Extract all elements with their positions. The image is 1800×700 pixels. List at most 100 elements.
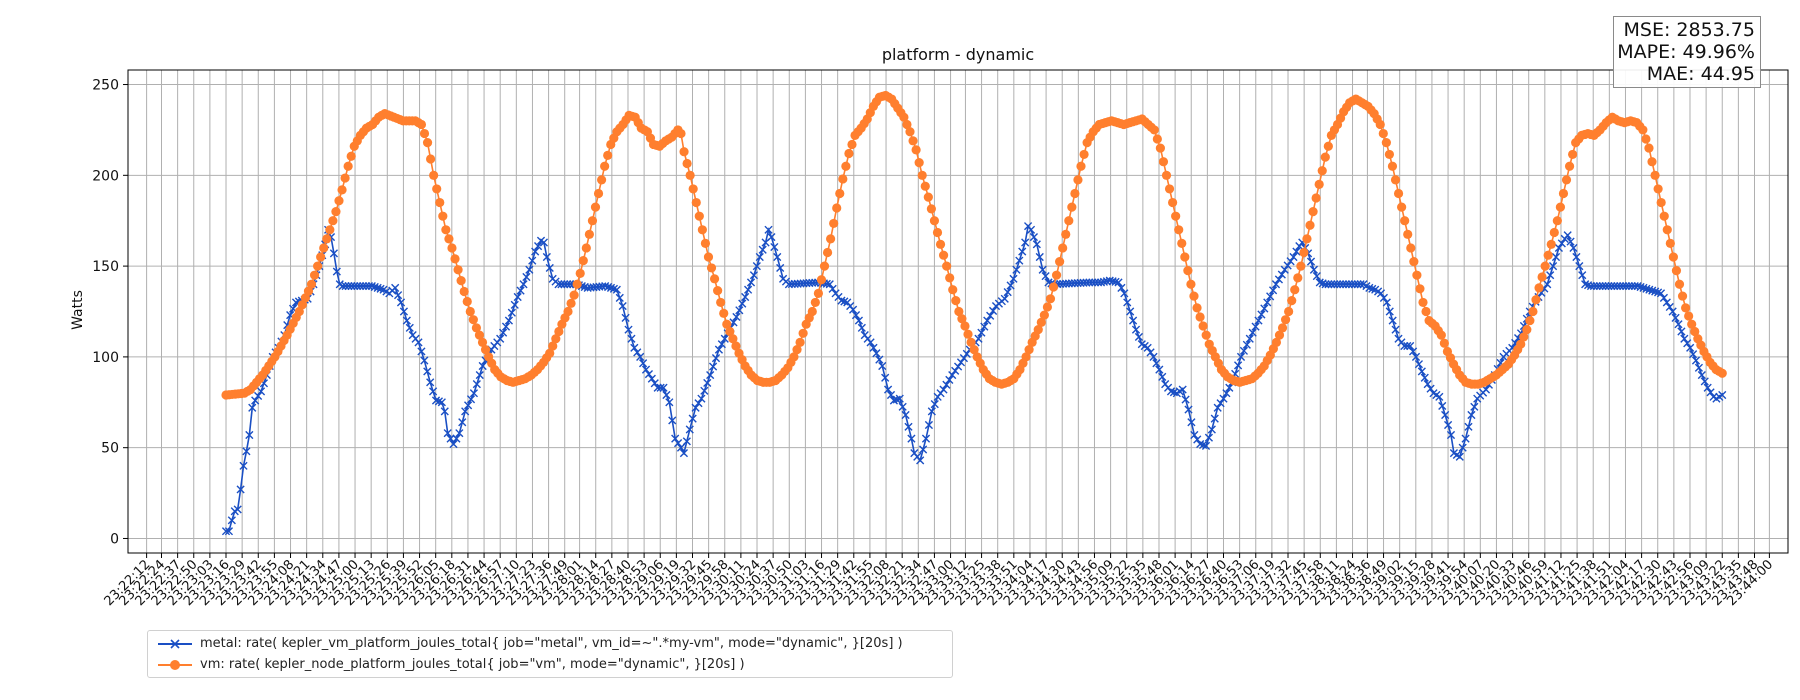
data-point — [1681, 303, 1691, 313]
data-point — [578, 256, 588, 266]
data-point — [1271, 337, 1282, 347]
data-point — [1426, 384, 1435, 393]
data-point — [1309, 265, 1319, 274]
data-point — [1024, 345, 1034, 355]
data-point — [716, 297, 726, 308]
data-point — [974, 334, 983, 343]
data-point — [898, 402, 907, 411]
data-point — [942, 380, 951, 389]
data-point — [1073, 175, 1083, 185]
data-point — [1168, 197, 1178, 208]
data-point — [1441, 410, 1450, 420]
data-point — [566, 280, 575, 289]
data-point — [1621, 281, 1631, 291]
data-point — [1070, 188, 1080, 199]
data-point — [475, 370, 484, 380]
data-point — [1421, 306, 1431, 317]
data-point — [316, 252, 326, 262]
data-point — [1347, 280, 1356, 289]
data-point — [644, 370, 654, 379]
series-layer — [221, 90, 1727, 536]
data-point — [1051, 270, 1062, 280]
data-point — [1038, 265, 1047, 274]
data-point — [960, 321, 970, 331]
data-point — [633, 348, 642, 357]
data-point — [1400, 216, 1410, 226]
data-point — [939, 385, 948, 394]
data-point — [496, 334, 505, 343]
data-point — [1079, 149, 1089, 160]
data-point — [1181, 395, 1190, 404]
data-point — [1000, 294, 1009, 303]
data-point — [343, 161, 353, 171]
data-point — [1164, 184, 1175, 194]
data-point — [1248, 328, 1257, 337]
data-point — [720, 334, 729, 343]
data-point — [516, 286, 525, 295]
data-point — [694, 399, 703, 408]
data-point — [456, 276, 466, 286]
data-point — [426, 378, 435, 387]
data-point — [929, 216, 940, 226]
data-point — [1236, 352, 1246, 361]
data-point — [1233, 361, 1243, 370]
data-point — [816, 275, 827, 285]
data-point — [1665, 302, 1674, 312]
data-point — [1385, 307, 1394, 316]
data-point — [691, 403, 700, 412]
data-point — [1548, 262, 1558, 271]
data-point — [848, 305, 858, 314]
data-point — [1531, 295, 1541, 305]
data-point — [340, 173, 350, 183]
data-point — [569, 290, 579, 300]
data-point — [566, 298, 576, 308]
data-point — [694, 211, 704, 221]
data-point — [414, 338, 423, 347]
data-point — [1546, 271, 1555, 280]
data-point — [597, 175, 607, 185]
y-tick-label: 200 — [92, 168, 119, 184]
data-point — [857, 323, 866, 332]
data-point — [1665, 238, 1675, 249]
data-point — [911, 145, 921, 155]
data-point — [1592, 281, 1601, 291]
data-point — [1525, 315, 1535, 326]
data-point — [1379, 293, 1389, 302]
data-point — [1564, 161, 1575, 171]
data-point — [1251, 322, 1260, 331]
data-point — [554, 280, 563, 289]
data-point — [1668, 307, 1677, 316]
mae-value: MAE: 44.95 — [1646, 63, 1755, 85]
data-point — [1289, 252, 1298, 262]
data-point — [918, 445, 928, 454]
data-point — [461, 407, 470, 416]
data-point — [581, 243, 591, 253]
data-point — [1403, 229, 1413, 239]
data-point — [1177, 238, 1187, 249]
data-point — [1290, 285, 1300, 295]
data-point — [1566, 237, 1575, 246]
data-point — [901, 410, 910, 420]
data-point — [935, 239, 946, 249]
data-point — [618, 301, 627, 311]
data-point — [1391, 325, 1400, 334]
data-point — [1656, 289, 1666, 298]
y-tick-label: 50 — [101, 441, 119, 457]
data-point — [1257, 310, 1266, 319]
data-point — [665, 398, 674, 407]
data-point — [697, 225, 707, 235]
data-point — [480, 345, 491, 355]
data-point — [886, 390, 896, 400]
data-point — [1216, 399, 1225, 408]
data-point — [1613, 281, 1622, 291]
data-point — [1436, 330, 1446, 340]
data-point — [1549, 227, 1559, 238]
data-point — [685, 170, 695, 180]
data-point — [1568, 149, 1578, 160]
data-point — [980, 322, 989, 331]
data-point — [466, 395, 476, 404]
data-point — [1604, 281, 1613, 291]
data-point — [1055, 256, 1065, 267]
data-point — [399, 307, 409, 316]
